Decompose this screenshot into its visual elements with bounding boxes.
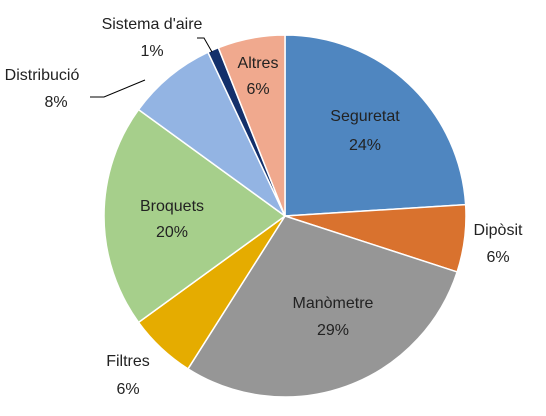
leader-line <box>197 37 213 53</box>
slice-value: 1% <box>140 43 163 60</box>
pie-slice <box>217 34 286 217</box>
slice-label: Distribució <box>5 67 80 84</box>
slice-label: Seguretat <box>330 108 400 125</box>
pie-slice <box>137 51 286 217</box>
pie-slice <box>103 108 287 324</box>
slice-value: 6% <box>486 249 509 266</box>
pie-slice <box>284 34 467 217</box>
pie-slice <box>186 215 459 398</box>
slice-label: Broquets <box>140 198 204 215</box>
slice-label: Manòmetre <box>293 295 374 312</box>
slice-label: Sistema d'aire <box>102 16 203 33</box>
slice-label: Altres <box>238 55 279 72</box>
slice-value: 6% <box>246 81 269 98</box>
slice-value: 29% <box>317 322 349 339</box>
slice-value: 20% <box>156 224 188 241</box>
slice-value: 6% <box>116 381 139 398</box>
slice-label: Filtres <box>106 353 150 370</box>
leader-line <box>90 79 146 98</box>
slice-value: 24% <box>349 137 381 154</box>
slice-value: 8% <box>44 94 67 111</box>
slice-label: Dipòsit <box>474 222 523 239</box>
